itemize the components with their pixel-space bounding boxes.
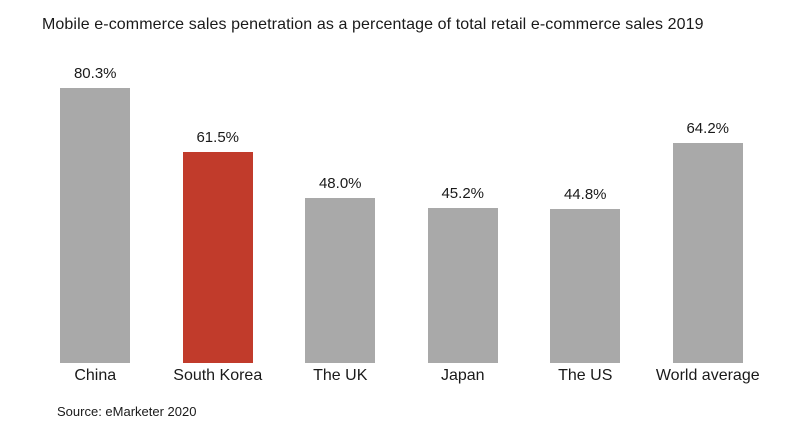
bar-south-korea — [182, 152, 253, 363]
bar-value-label: 44.8% — [563, 186, 607, 203]
bar-column-the-us: 44.8% — [524, 60, 647, 363]
bar-value-label: 80.3% — [73, 65, 117, 82]
bar-the-us — [550, 209, 621, 363]
category-label-world-average: World average — [655, 367, 760, 384]
category-label-the-us: The US — [558, 367, 613, 384]
bar-value-label: 64.2% — [686, 120, 730, 137]
bar-the-uk — [305, 198, 376, 363]
bar-column-japan: 45.2% — [402, 60, 525, 363]
bar-column-south-korea: 61.5% — [157, 60, 280, 363]
category-label-japan: Japan — [440, 367, 485, 384]
bar-column-the-uk: 48.0% — [279, 60, 402, 363]
category-label-the-uk: The UK — [313, 367, 368, 384]
bar-japan — [427, 208, 498, 363]
source-note: Source: eMarketer 2020 — [57, 404, 197, 419]
bar-value-label: 48.0% — [318, 175, 362, 192]
category-label-south-korea: South Korea — [173, 367, 263, 384]
bar-value-label: 61.5% — [196, 129, 240, 146]
category-axis: China South Korea The UK Japan The US World a… — [34, 367, 769, 385]
bar-column-world-average: 64.2% — [647, 60, 770, 363]
plot-area: 80.3% 61.5% 48.0% 45.2% 44.8% 64.2% — [34, 60, 769, 363]
bar-china — [60, 88, 131, 363]
chart-title: Mobile e-commerce sales penetration as a… — [42, 16, 704, 33]
bar-column-china: 80.3% — [34, 60, 157, 363]
bar-world-average — [672, 143, 743, 363]
bar-value-label: 45.2% — [441, 185, 485, 202]
category-label-china: China — [74, 367, 117, 384]
